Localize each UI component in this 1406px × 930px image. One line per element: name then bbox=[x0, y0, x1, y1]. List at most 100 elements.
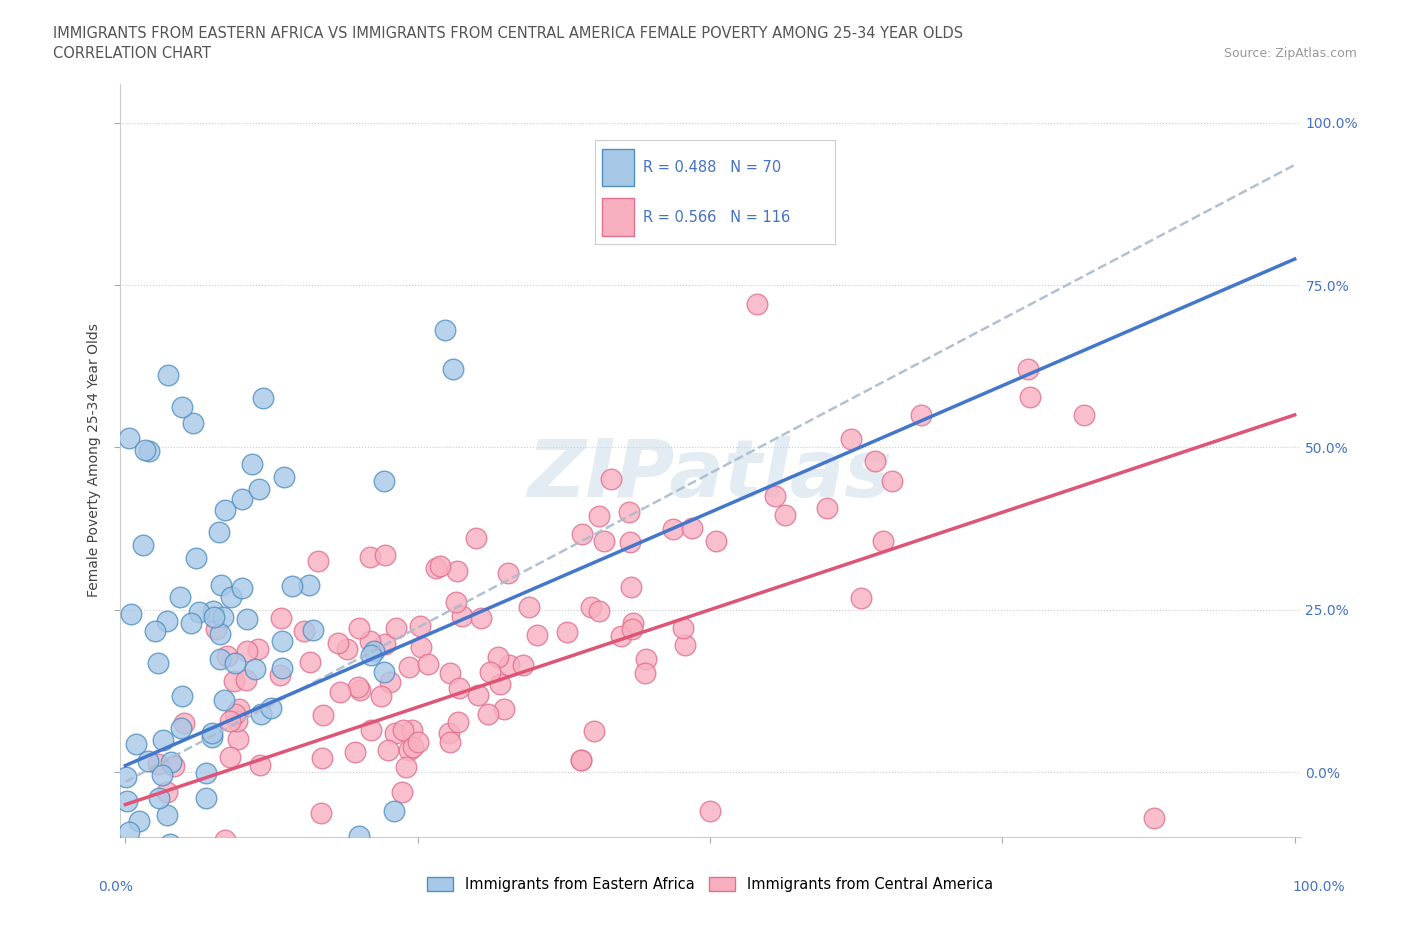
Point bbox=[373, 474, 395, 489]
Point bbox=[555, 625, 578, 640]
Text: 0.0%: 0.0% bbox=[98, 880, 132, 894]
Point bbox=[148, 757, 170, 772]
Point bbox=[409, 640, 432, 655]
Point bbox=[271, 633, 294, 648]
Point bbox=[222, 673, 245, 688]
Point bbox=[451, 608, 474, 623]
Point bbox=[517, 599, 540, 614]
Text: Source: ZipAtlas.com: Source: ZipAtlas.com bbox=[1223, 46, 1357, 60]
Point bbox=[763, 488, 786, 503]
Point bbox=[498, 658, 520, 672]
Point bbox=[569, 753, 592, 768]
Point bbox=[217, 649, 239, 664]
Point bbox=[662, 522, 685, 537]
Point bbox=[329, 684, 352, 699]
Point bbox=[579, 600, 602, 615]
Point bbox=[360, 723, 382, 737]
Point bbox=[236, 611, 259, 626]
Point bbox=[170, 689, 193, 704]
Point bbox=[150, 768, 173, 783]
Point bbox=[194, 765, 217, 780]
Point bbox=[219, 750, 242, 764]
Point bbox=[416, 657, 439, 671]
Point bbox=[212, 693, 235, 708]
Point bbox=[444, 595, 467, 610]
Point bbox=[312, 708, 335, 723]
Point bbox=[159, 837, 181, 852]
Point bbox=[402, 739, 425, 754]
Point bbox=[243, 662, 266, 677]
Point bbox=[231, 580, 253, 595]
Point bbox=[489, 676, 512, 691]
Point bbox=[588, 509, 610, 524]
Bar bbox=[602, 149, 634, 186]
Point bbox=[593, 534, 616, 549]
Point bbox=[446, 564, 468, 578]
Point bbox=[249, 707, 271, 722]
Point bbox=[214, 503, 236, 518]
Text: IMMIGRANTS FROM EASTERN AFRICA VS IMMIGRANTS FROM CENTRAL AMERICA FEMALE POVERTY: IMMIGRANTS FROM EASTERN AFRICA VS IMMIGR… bbox=[53, 26, 963, 41]
Text: 100.0%: 100.0% bbox=[1292, 880, 1346, 894]
Point bbox=[359, 549, 381, 564]
Point bbox=[169, 590, 191, 604]
Point bbox=[170, 399, 193, 414]
Point bbox=[441, 362, 464, 377]
Point bbox=[202, 609, 225, 624]
Text: R = 0.566   N = 116: R = 0.566 N = 116 bbox=[643, 209, 790, 224]
Point bbox=[470, 610, 492, 625]
Point bbox=[620, 579, 643, 594]
Point bbox=[439, 735, 461, 750]
Point bbox=[479, 664, 502, 679]
Point bbox=[228, 702, 250, 717]
Point bbox=[569, 752, 592, 767]
Point bbox=[1019, 390, 1042, 405]
Point bbox=[138, 443, 160, 458]
Point bbox=[477, 707, 499, 722]
Point bbox=[392, 722, 415, 737]
Point bbox=[205, 621, 228, 636]
Point bbox=[121, 844, 143, 858]
Point bbox=[143, 861, 166, 876]
Point bbox=[134, 443, 156, 458]
Point bbox=[208, 525, 231, 539]
Point bbox=[621, 616, 644, 631]
Point bbox=[449, 680, 471, 695]
Point bbox=[143, 623, 166, 638]
Point bbox=[425, 561, 447, 576]
Point bbox=[252, 391, 274, 405]
Point bbox=[681, 520, 703, 535]
Point bbox=[851, 591, 873, 606]
Point bbox=[872, 534, 894, 549]
Point bbox=[209, 578, 232, 592]
Point bbox=[526, 627, 548, 642]
Point bbox=[401, 723, 423, 737]
Point bbox=[610, 629, 633, 644]
Bar bbox=[602, 198, 634, 236]
Point bbox=[226, 714, 249, 729]
Text: CORRELATION CHART: CORRELATION CHART bbox=[53, 46, 211, 61]
Point bbox=[181, 416, 204, 431]
Point bbox=[465, 530, 488, 545]
Point bbox=[363, 644, 385, 658]
Point bbox=[672, 621, 695, 636]
Point bbox=[370, 688, 392, 703]
Point bbox=[148, 656, 170, 671]
Point bbox=[201, 725, 224, 740]
Point bbox=[208, 627, 231, 642]
Point bbox=[156, 808, 179, 823]
Point bbox=[247, 641, 270, 656]
Y-axis label: Female Poverty Among 25-34 Year Olds: Female Poverty Among 25-34 Year Olds bbox=[87, 324, 101, 597]
Point bbox=[148, 790, 170, 805]
Point bbox=[496, 565, 519, 580]
Point bbox=[374, 547, 396, 562]
Point bbox=[132, 538, 155, 552]
Point bbox=[118, 431, 141, 445]
Point bbox=[385, 620, 408, 635]
Point bbox=[336, 642, 359, 657]
Point bbox=[214, 833, 236, 848]
Point bbox=[910, 407, 932, 422]
Point bbox=[187, 604, 209, 619]
Point bbox=[269, 668, 291, 683]
Point bbox=[373, 665, 395, 680]
Point bbox=[467, 688, 489, 703]
